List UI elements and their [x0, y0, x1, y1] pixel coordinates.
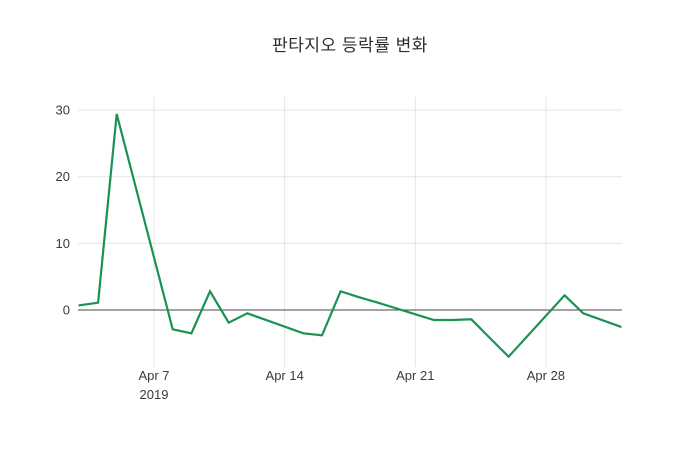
y-tick-label: 10	[56, 236, 70, 251]
x-tick-label: Apr 14	[266, 368, 304, 383]
x-tick-label: Apr 21	[396, 368, 434, 383]
chart-title: 판타지오 등락률 변화	[272, 36, 428, 55]
y-tick-label: 0	[63, 303, 70, 318]
y-tick-label: 20	[56, 169, 70, 184]
x-tick-sublabel: 2019	[140, 387, 169, 402]
x-tick-label: Apr 7	[138, 368, 169, 383]
x-tick-label: Apr 28	[527, 368, 565, 383]
series-line	[78, 113, 622, 359]
y-tick-label: 30	[56, 103, 70, 118]
